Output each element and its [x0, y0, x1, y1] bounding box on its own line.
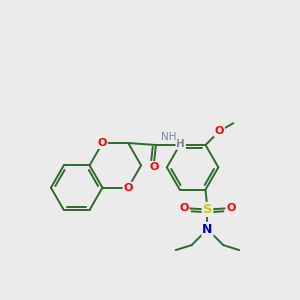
Text: H: H	[176, 139, 185, 149]
Text: N: N	[202, 223, 213, 236]
Text: O: O	[215, 126, 224, 136]
Text: S: S	[203, 203, 212, 216]
Text: O: O	[124, 183, 133, 193]
Text: O: O	[226, 203, 236, 214]
Text: O: O	[98, 138, 107, 148]
Text: O: O	[179, 203, 189, 214]
Text: O: O	[149, 162, 159, 172]
Text: NH: NH	[161, 132, 177, 142]
